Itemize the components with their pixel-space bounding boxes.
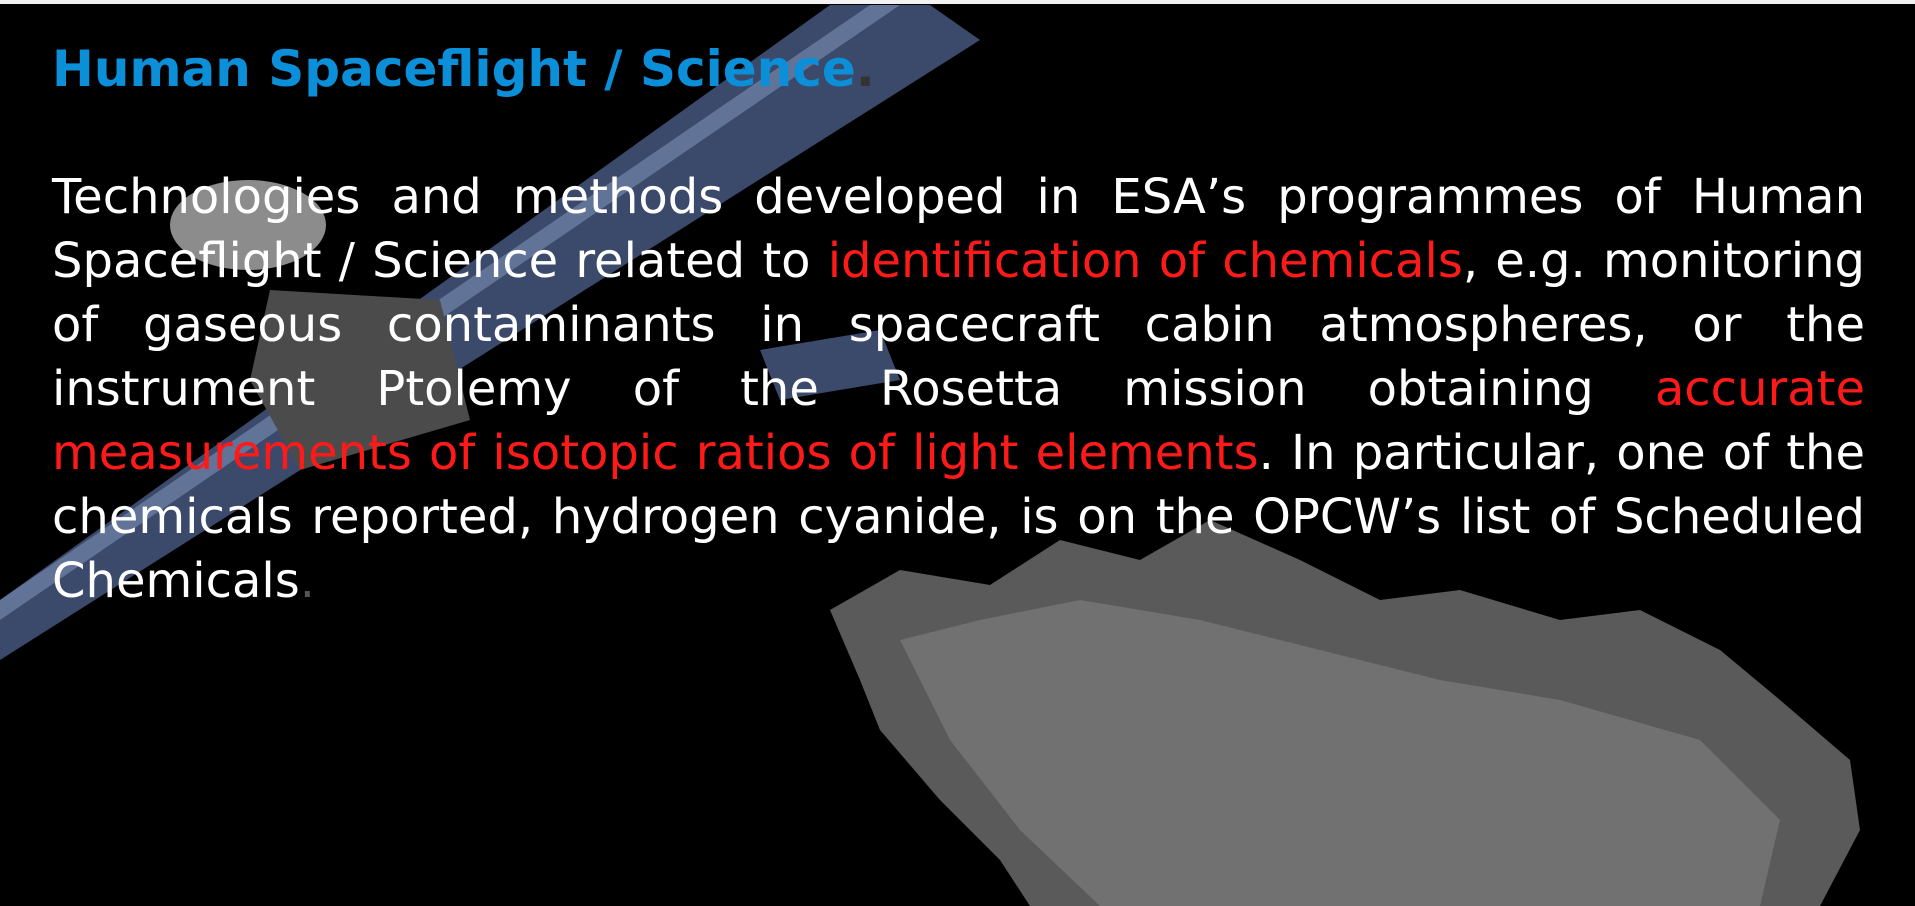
lander-panel xyxy=(760,330,900,400)
antenna-dish xyxy=(170,180,326,270)
top-border xyxy=(0,0,1915,4)
body-segment: accurate measurements of isotopic ratios… xyxy=(52,361,1865,481)
body-segment: . xyxy=(299,553,315,609)
body-segment: . In particular, one of the chemicals re… xyxy=(52,425,1865,609)
spacecraft-body xyxy=(250,290,470,470)
slide-body: Technologies and methods developed in ES… xyxy=(52,165,1865,613)
solar-panel-edge xyxy=(0,5,900,620)
solar-panel xyxy=(0,5,980,660)
body-segment: identification of chemicals xyxy=(827,233,1463,289)
title-segment: . xyxy=(855,40,875,98)
body-segment: , e.g. monitoring of gaseous contaminant… xyxy=(52,233,1866,417)
comet-shade xyxy=(900,600,1780,906)
slide-title: Human Spaceflight / Science. xyxy=(52,40,875,98)
title-segment: Human Spaceflight / Science xyxy=(52,40,856,98)
body-segment: Technologies and methods developed in ES… xyxy=(52,169,1865,289)
